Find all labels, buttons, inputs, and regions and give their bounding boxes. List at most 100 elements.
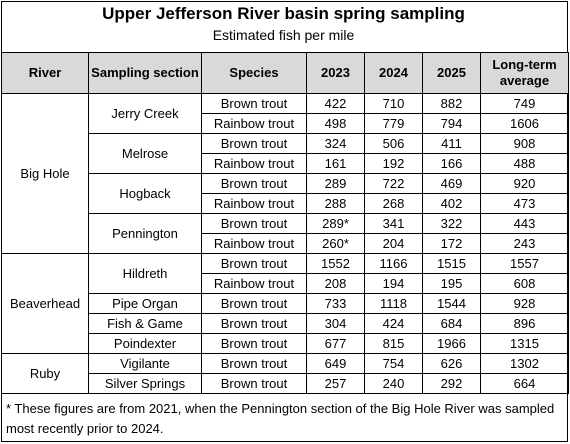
table-row: Beaverhead Hildreth Brown trout 1552 1166 151… — [1, 253, 569, 354]
long-term-average-cell: 1302 — [480, 353, 569, 374]
value-2024-cell: 1118 — [364, 293, 423, 314]
sampling-table: River Sampling section Species 2023 2024… — [1, 52, 569, 394]
value-2025-cell: 195 — [422, 273, 481, 294]
species-cell: Rainbow trout — [201, 193, 307, 214]
value-2024-cell: 194 — [364, 273, 423, 294]
species-cell: Brown trout — [201, 313, 307, 334]
long-term-average-cell: 608 — [480, 273, 569, 294]
species-cell: Brown trout — [201, 213, 307, 234]
table-row: Poindexter Brown trout 677 815 1966 1315 — [2, 333, 569, 354]
table-row: Big Hole Jerry Creek Brown trout 422 710 882 7… — [1, 93, 569, 254]
species-cell: Rainbow trout — [201, 153, 307, 174]
value-2025-cell: 684 — [422, 313, 481, 334]
species-cell: Rainbow trout — [201, 233, 307, 254]
species-cell: Brown trout — [201, 293, 307, 314]
header-2023: 2023 — [306, 52, 365, 94]
long-term-average-cell: 443 — [480, 213, 569, 234]
sampling-section-cell: Hogback — [88, 173, 202, 214]
value-2024-cell: 1166 — [364, 253, 423, 274]
sampling-section-cell: Fish & Game — [88, 313, 202, 334]
table-row: Pennington Brown trout 289* 341 322 443 — [2, 213, 569, 254]
value-2023-cell: 304 — [306, 313, 365, 334]
value-2025-cell: 1515 — [422, 253, 481, 274]
header-2024: 2024 — [364, 52, 423, 94]
value-2025-cell: 322 — [422, 213, 481, 234]
sampling-section-cell: Silver Springs — [88, 373, 202, 394]
value-2024-cell: 424 — [364, 313, 423, 334]
value-2023-cell: 1552 — [306, 253, 365, 274]
value-2023-cell: 260* — [306, 233, 365, 254]
value-2024-cell: 710 — [364, 93, 423, 114]
value-2025-cell: 411 — [422, 133, 481, 154]
value-2023-cell: 733 — [306, 293, 365, 314]
value-2023-cell: 289 — [306, 173, 365, 194]
species-cell: Rainbow trout — [201, 113, 307, 134]
species-cell: Brown trout — [201, 253, 307, 274]
value-2024-cell: 341 — [364, 213, 423, 234]
long-term-average-cell: 488 — [480, 153, 569, 174]
long-term-average-cell: 1557 — [480, 253, 569, 274]
value-2025-cell: 166 — [422, 153, 481, 174]
sampling-section-cell: Vigilante — [88, 353, 202, 374]
value-2024-cell: 815 — [364, 333, 423, 354]
value-2023-cell: 257 — [306, 373, 365, 394]
value-2025-cell: 1544 — [422, 293, 481, 314]
table-row: Fish & Game Brown trout 304 424 684 896 — [2, 313, 569, 334]
header-river: River — [1, 52, 89, 94]
species-cell: Brown trout — [201, 333, 307, 354]
long-term-average-cell: 664 — [480, 373, 569, 394]
table-row: Pipe Organ Brown trout 733 1118 1544 928 — [2, 293, 569, 314]
value-2024-cell: 754 — [364, 353, 423, 374]
long-term-average-cell: 1606 — [480, 113, 569, 134]
value-2023-cell: 288 — [306, 193, 365, 214]
value-2024-cell: 204 — [364, 233, 423, 254]
value-2024-cell: 240 — [364, 373, 423, 394]
sampling-section-cell: Melrose — [88, 133, 202, 174]
value-2023-cell: 422 — [306, 93, 365, 114]
header-species: Species — [201, 52, 307, 94]
value-2025-cell: 292 — [422, 373, 481, 394]
sampling-section-cell: Jerry Creek — [88, 93, 202, 134]
table-row: Rainbow trout 288 268 402 473 — [2, 193, 569, 214]
table-row: Rainbow trout 498 779 794 1606 — [2, 113, 569, 134]
table-body: Big Hole Jerry Creek Brown trout 422 710 882 7… — [1, 93, 569, 394]
species-cell: Brown trout — [201, 133, 307, 154]
header-row: River Sampling section Species 2023 2024… — [1, 52, 569, 94]
footnote: * These figures are from 2021, when the … — [6, 401, 555, 436]
table-row: Silver Springs Brown trout 257 240 292 664 — [2, 373, 569, 394]
value-2023-cell: 324 — [306, 133, 365, 154]
long-term-average-cell: 473 — [480, 193, 569, 214]
long-term-average-cell: 920 — [480, 173, 569, 194]
value-2023-cell: 498 — [306, 113, 365, 134]
value-2025-cell: 469 — [422, 173, 481, 194]
river-name-cell: Beaverhead — [1, 253, 89, 354]
river-name-cell: Big Hole — [1, 93, 89, 254]
table-row: Rainbow trout 260* 204 172 243 — [2, 233, 569, 254]
value-2023-cell: 289* — [306, 213, 365, 234]
long-term-average-cell: 1315 — [480, 333, 569, 354]
species-cell: Brown trout — [201, 173, 307, 194]
value-2023-cell: 161 — [306, 153, 365, 174]
value-2024-cell: 506 — [364, 133, 423, 154]
value-2024-cell: 192 — [364, 153, 423, 174]
table-subtitle: Estimated fish per mile — [212, 27, 355, 43]
value-2023-cell: 208 — [306, 273, 365, 294]
table-title: Upper Jefferson River basin spring sampl… — [102, 4, 465, 23]
header-long-term-average: Long-term average — [480, 52, 569, 94]
long-term-average-cell: 243 — [480, 233, 569, 254]
value-2025-cell: 626 — [422, 353, 481, 374]
sampling-section-cell: Pennington — [88, 213, 202, 254]
long-term-average-cell: 749 — [480, 93, 569, 114]
value-2025-cell: 794 — [422, 113, 481, 134]
value-2025-cell: 172 — [422, 233, 481, 254]
sampling-section-cell: Hildreth — [88, 253, 202, 294]
value-2023-cell: 677 — [306, 333, 365, 354]
sampling-section-cell: Poindexter — [88, 333, 202, 354]
value-2024-cell: 722 — [364, 173, 423, 194]
table-row: Ruby Vigilante Brown trout 649 754 626 1302 — [1, 353, 569, 394]
value-2024-cell: 779 — [364, 113, 423, 134]
species-cell: Brown trout — [201, 373, 307, 394]
value-2024-cell: 268 — [364, 193, 423, 214]
value-2025-cell: 402 — [422, 193, 481, 214]
header-2025: 2025 — [422, 52, 481, 94]
